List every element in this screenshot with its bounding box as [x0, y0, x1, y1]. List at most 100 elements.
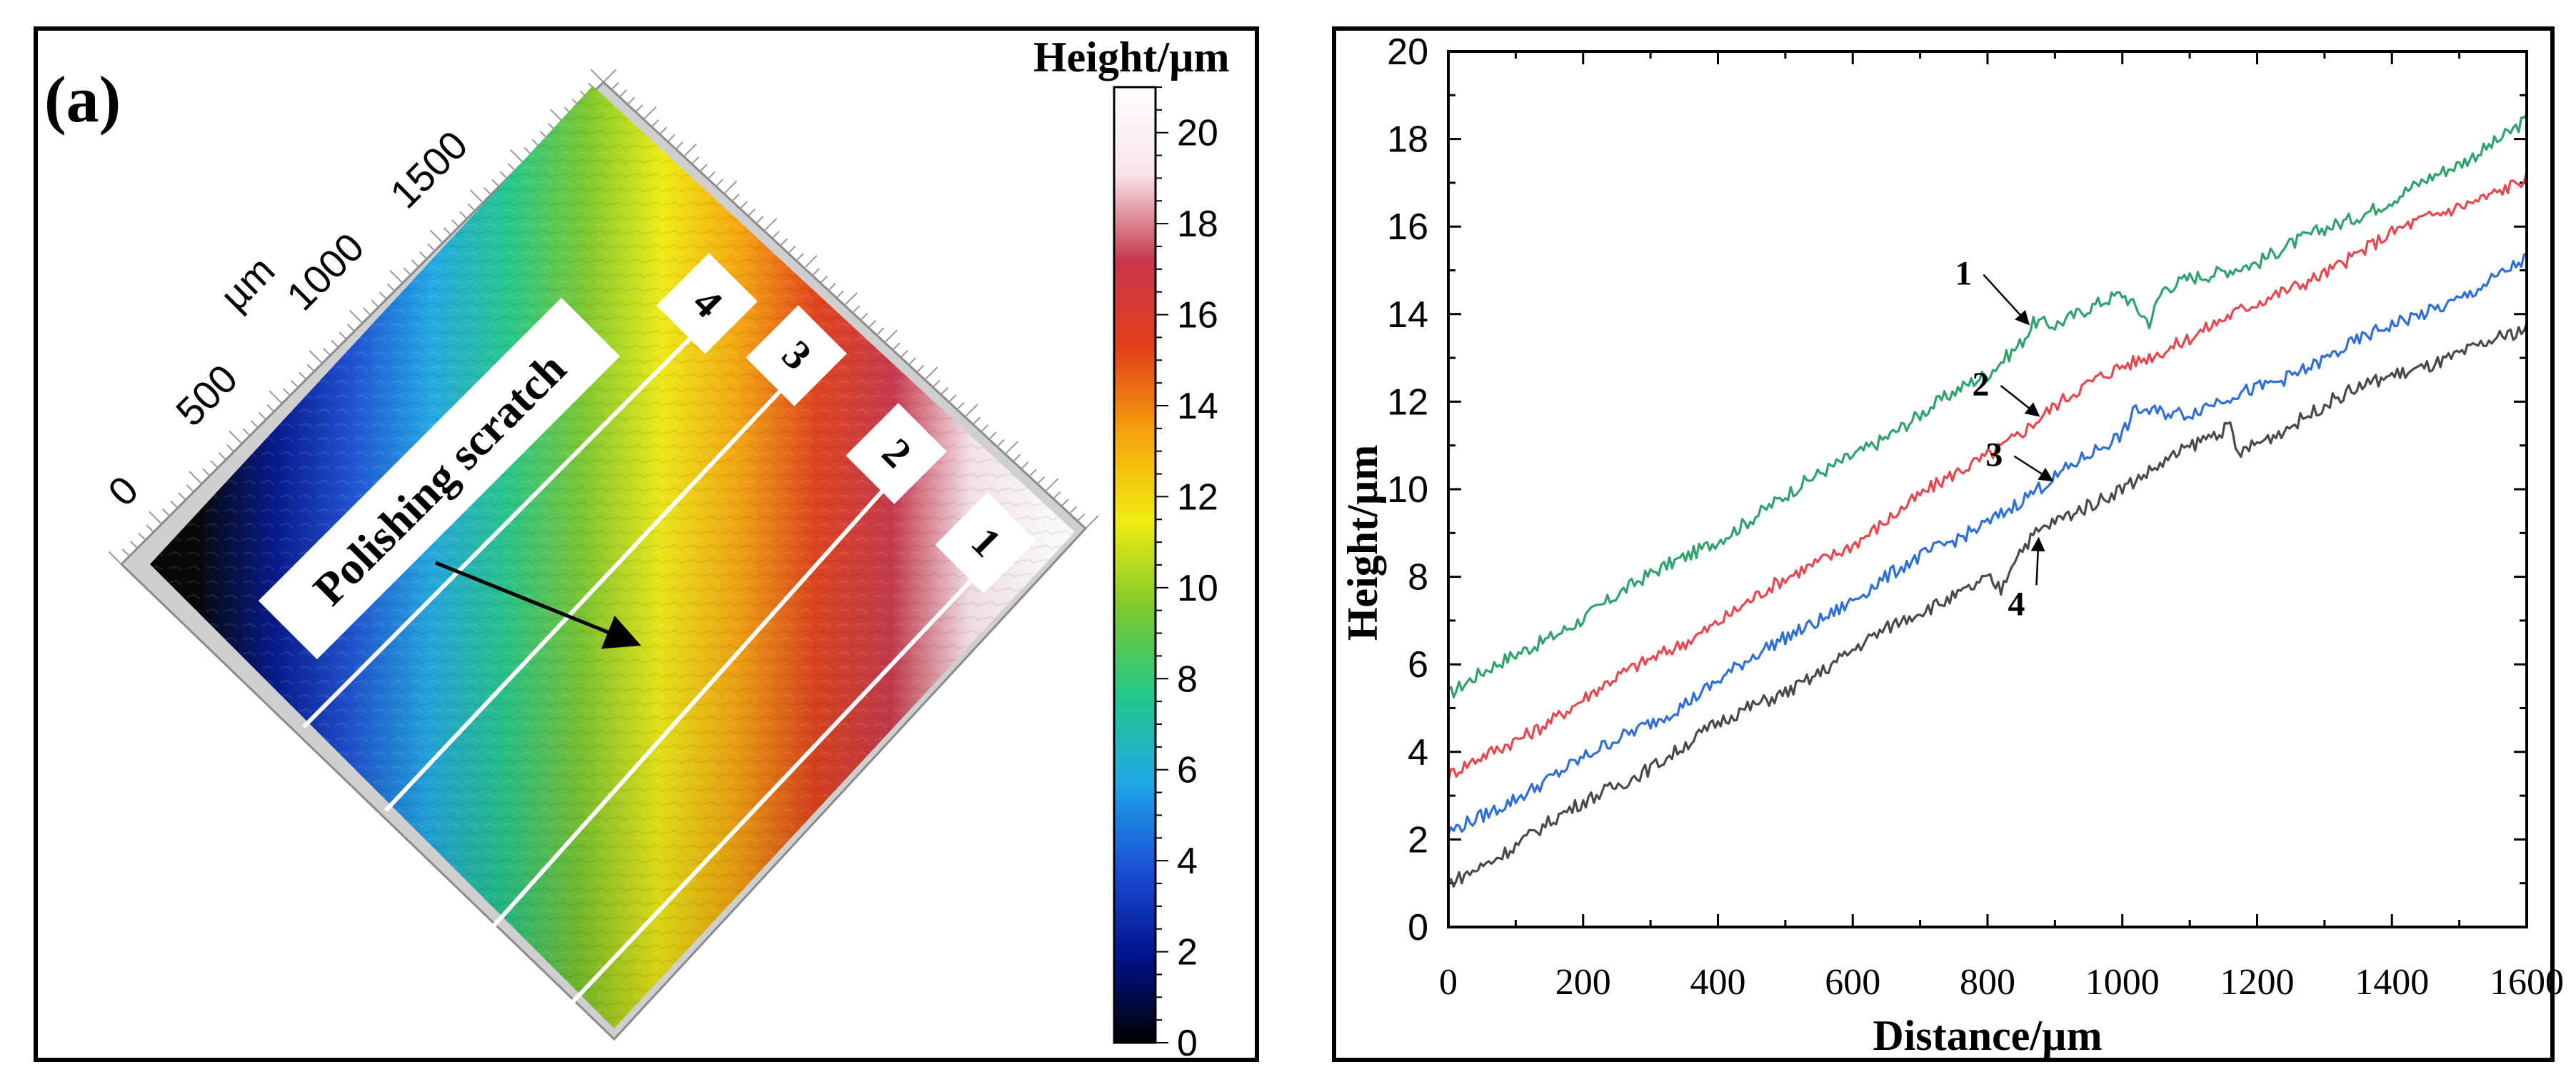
profile-label-4: 4 [656, 253, 758, 354]
colorbar: Height/µm 0 2 4 6 8 10 12 14 16 18 20 [1033, 34, 1230, 1064]
rim-tick [258, 411, 267, 421]
annotation-label-1: 1 [1955, 255, 1972, 293]
rim-tick [282, 388, 291, 396]
rim-tick [715, 179, 724, 187]
rim-tick [218, 452, 226, 461]
x-tick-label: 1600 [2490, 962, 2564, 1003]
rim-tick [499, 171, 508, 179]
rim-tick [346, 324, 355, 332]
rim-tick [988, 431, 997, 440]
rim-tick [563, 106, 572, 115]
rim-tick [170, 500, 179, 509]
series-line-4 [1448, 323, 2528, 888]
rim-tick [590, 69, 604, 83]
panel-a-label: (a) [44, 63, 121, 136]
rim-tick [539, 131, 548, 139]
colorbar-tick-label: 2 [1177, 932, 1198, 973]
rim-tick [429, 229, 443, 244]
rim-tick [739, 201, 748, 209]
rim-tick [322, 347, 331, 356]
rim-tick [868, 320, 876, 329]
rim-tick [731, 194, 740, 202]
rim-tick [550, 109, 564, 123]
y-tick-label: 2 [1408, 819, 1428, 861]
rim-tick [996, 439, 1005, 448]
rim-tick [427, 243, 436, 251]
rim-tick [371, 299, 379, 308]
rim-tick [707, 171, 716, 180]
rim-tick [803, 255, 818, 269]
rim-tick [229, 430, 243, 444]
rim-tick [1077, 514, 1086, 522]
rim-tick [148, 511, 162, 525]
y-tick-label: 14 [1387, 294, 1428, 336]
rim-tick [571, 99, 580, 107]
rim-tick [836, 290, 844, 299]
rim-tick [459, 211, 468, 219]
x-tick-label: 400 [1690, 962, 1746, 1003]
rim-tick [756, 216, 764, 224]
rim-tick [389, 269, 404, 284]
y-tick-label: 18 [1387, 119, 1428, 161]
rim-tick [331, 339, 339, 348]
rim-tick [588, 82, 596, 91]
rim-tick [659, 126, 668, 135]
rim-tick [129, 540, 139, 549]
rim-tick [699, 164, 708, 172]
rim-tick [491, 179, 500, 187]
rim-tick [178, 492, 186, 501]
rim-tick [843, 292, 858, 306]
rim-tick [443, 227, 451, 236]
x-tick-label: 600 [1825, 962, 1880, 1003]
surface-shading [150, 86, 1075, 1028]
rim-tick [108, 551, 122, 565]
colorbar-tick-label: 20 [1177, 113, 1218, 154]
rim-tick [932, 379, 941, 388]
y-tick-labels: 0 2 4 6 8 10 12 14 16 18 20 [1387, 31, 1428, 948]
rim-tick [138, 532, 146, 541]
rim-tick [1036, 476, 1046, 485]
rim-tick [1021, 461, 1029, 470]
colorbar-tick-label: 12 [1177, 476, 1218, 518]
rim-tick [892, 342, 901, 351]
colorbar-tick-label: 14 [1177, 386, 1218, 427]
polishing-scratch-box [258, 297, 621, 660]
rim-tick [940, 386, 949, 396]
rim-tick [876, 327, 885, 336]
rim-tick [242, 428, 251, 436]
rim-tick [811, 268, 821, 276]
rim-tick [189, 471, 203, 485]
rim-tick [403, 267, 411, 276]
y-tick-label: 4 [1408, 732, 1428, 773]
rim-tick [956, 401, 965, 411]
rim-tick [299, 371, 307, 380]
rim-tick [146, 524, 154, 533]
annotation-label-3: 3 [1985, 436, 2003, 474]
colorbar-tick-label: 6 [1177, 750, 1198, 791]
rim-tick [981, 424, 989, 433]
rim-tick [796, 253, 804, 261]
rim-tick [202, 468, 211, 476]
rim-tick [964, 404, 978, 418]
rim-tick [467, 203, 476, 211]
rim-tick [186, 484, 194, 493]
rim-tick [161, 508, 171, 517]
annotation-arrow [2000, 385, 2040, 417]
rim-tick [1028, 469, 1037, 477]
annotation-arrow [1983, 274, 2030, 326]
rim-tick [531, 139, 540, 147]
rim-tick [1085, 515, 1099, 529]
rim-tick [290, 379, 299, 389]
profile-lines [301, 306, 993, 1006]
profile-label-3: 3 [746, 305, 847, 406]
profile-line [491, 469, 903, 928]
rim-tick [627, 96, 636, 105]
rim-tick [469, 189, 483, 204]
rim-tick [611, 81, 619, 91]
rim-tick [121, 548, 130, 557]
colorbar-title: Height/µm [1033, 34, 1230, 81]
rim-tick [306, 364, 315, 372]
panel-a: 0 500 µm 1000 1500 4 3 2 1 [34, 26, 1259, 1064]
x-tick-label: 200 [1555, 962, 1611, 1003]
